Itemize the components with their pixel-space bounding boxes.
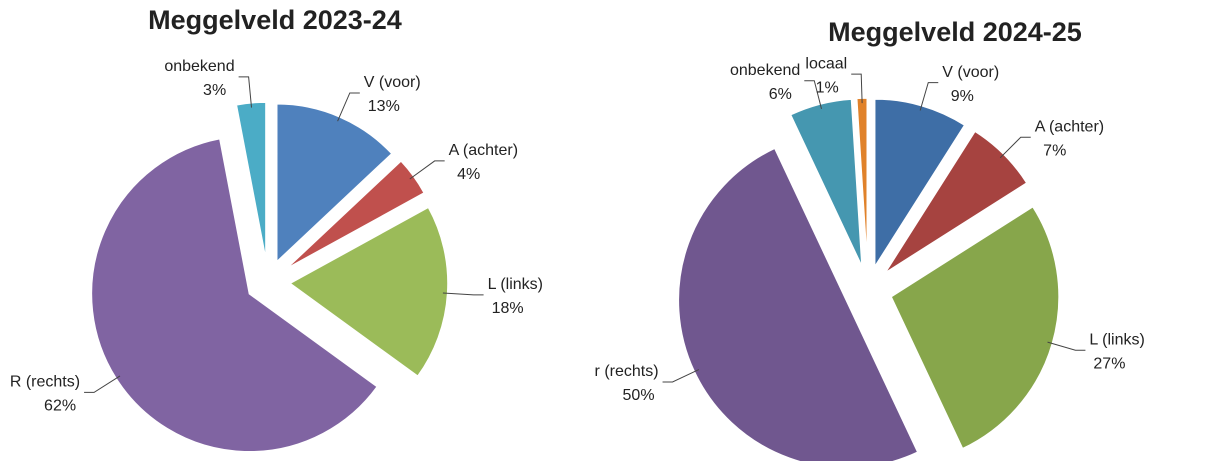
leader-line [84, 375, 121, 393]
slice-label: A (achter) [449, 142, 518, 159]
slice-value-label: 50% [623, 387, 655, 404]
slice-value-label: 1% [816, 79, 839, 96]
slice-label: R (rechts) [10, 374, 80, 391]
leader-line [999, 136, 1031, 159]
slice-label: L (links) [1089, 331, 1144, 348]
slice-label: A (achter) [1035, 118, 1104, 135]
leader-line [238, 76, 253, 108]
slice-value-label: 62% [44, 398, 76, 415]
slice-label: V (voor) [942, 64, 999, 81]
leader-line [804, 80, 822, 110]
slice-value-label: 18% [492, 300, 524, 317]
slice-label: onbekend [164, 58, 234, 75]
slice-label: L (links) [488, 276, 543, 293]
slice-value-label: 9% [951, 88, 974, 105]
leader-line [919, 82, 939, 111]
slice-label: locaal [805, 55, 847, 72]
slice-value-label: 4% [457, 166, 480, 183]
leader-line [851, 73, 863, 104]
slice-value-label: 6% [769, 86, 792, 103]
slice-label: r (rechts) [595, 363, 659, 380]
leader-line [337, 92, 360, 122]
leader-line [442, 292, 484, 296]
chart-title: Meggelveld 2023-24 [148, 5, 402, 35]
chart-title: Meggelveld 2024-25 [828, 17, 1082, 47]
slice-label: V (voor) [364, 74, 421, 91]
slice-value-label: 13% [368, 98, 400, 115]
slice-value-label: 27% [1093, 355, 1125, 372]
leader-line [409, 160, 445, 180]
slice-label: onbekend [730, 62, 800, 79]
slice-value-label: 7% [1043, 142, 1066, 159]
leader-line [662, 369, 700, 383]
slice-value-label: 3% [203, 82, 226, 99]
pie-slice [235, 101, 267, 261]
leader-line [1047, 341, 1086, 351]
